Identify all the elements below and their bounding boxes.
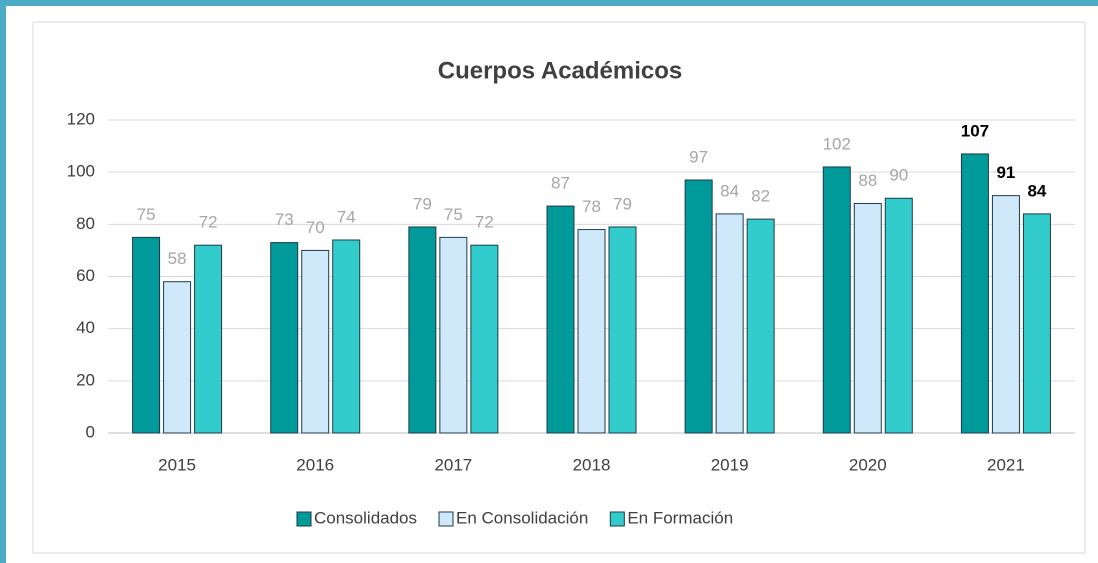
bar (546, 205, 575, 434)
x-tick-label: 2020 (849, 455, 887, 474)
legend-label: En Consolidación (456, 508, 588, 527)
data-label: 74 (337, 207, 356, 226)
data-label: 84 (1027, 181, 1046, 200)
frame-left (0, 0, 6, 563)
bar (884, 197, 913, 434)
data-label: 97 (689, 147, 708, 166)
data-label: 79 (413, 194, 432, 213)
data-label: 90 (889, 166, 908, 185)
bar (608, 226, 637, 434)
data-label: 75 (444, 205, 463, 224)
y-tick-label: 100 (67, 162, 95, 181)
data-label: 70 (306, 218, 325, 237)
bar (684, 179, 713, 434)
legend-swatch (296, 511, 312, 527)
x-tick-label: 2021 (987, 455, 1025, 474)
chart-title: Cuerpos Académicos (438, 57, 683, 84)
legend-label: Consolidados (314, 508, 417, 527)
y-tick-label: 20 (76, 370, 95, 389)
bar (439, 236, 468, 434)
bar (991, 195, 1020, 434)
legend-label: En Formación (627, 508, 733, 527)
y-tick-label: 120 (67, 109, 95, 128)
bar (715, 213, 744, 434)
data-label: 73 (275, 210, 294, 229)
data-label: 58 (168, 249, 187, 268)
bar (132, 236, 161, 434)
bar (270, 242, 299, 434)
bar (301, 249, 330, 434)
bar (332, 239, 361, 434)
y-tick-label: 80 (76, 214, 95, 233)
x-tick-label: 2018 (573, 455, 611, 474)
y-tick-label: 60 (76, 266, 95, 285)
x-tick-label: 2017 (434, 455, 472, 474)
x-tick-label: 2019 (711, 455, 749, 474)
bar (822, 166, 851, 434)
x-tick-label: 2015 (158, 455, 196, 474)
bar (194, 244, 223, 434)
data-label: 91 (996, 163, 1015, 182)
x-tick-label: 2016 (296, 455, 334, 474)
data-label: 102 (823, 134, 851, 153)
frame-top (0, 0, 1098, 6)
bar (577, 229, 606, 434)
bar (163, 281, 192, 434)
bar (853, 202, 882, 434)
y-tick-label: 40 (76, 318, 95, 337)
data-label: 75 (137, 205, 156, 224)
bar (746, 218, 775, 434)
data-label: 82 (751, 187, 770, 206)
data-label: 72 (475, 213, 494, 232)
y-tick-label: 0 (86, 422, 95, 441)
bar (470, 244, 499, 434)
bar (408, 226, 437, 434)
legend-swatch (609, 511, 625, 527)
chart-border (32, 21, 1086, 554)
data-label: 107 (961, 121, 989, 140)
bar (1022, 213, 1051, 434)
data-label: 78 (582, 197, 601, 216)
data-label: 79 (613, 194, 632, 213)
legend-swatch (438, 511, 454, 527)
data-label: 72 (199, 213, 218, 232)
bar (960, 153, 989, 434)
data-label: 88 (858, 171, 877, 190)
data-label: 84 (720, 181, 739, 200)
data-label: 87 (551, 174, 570, 193)
